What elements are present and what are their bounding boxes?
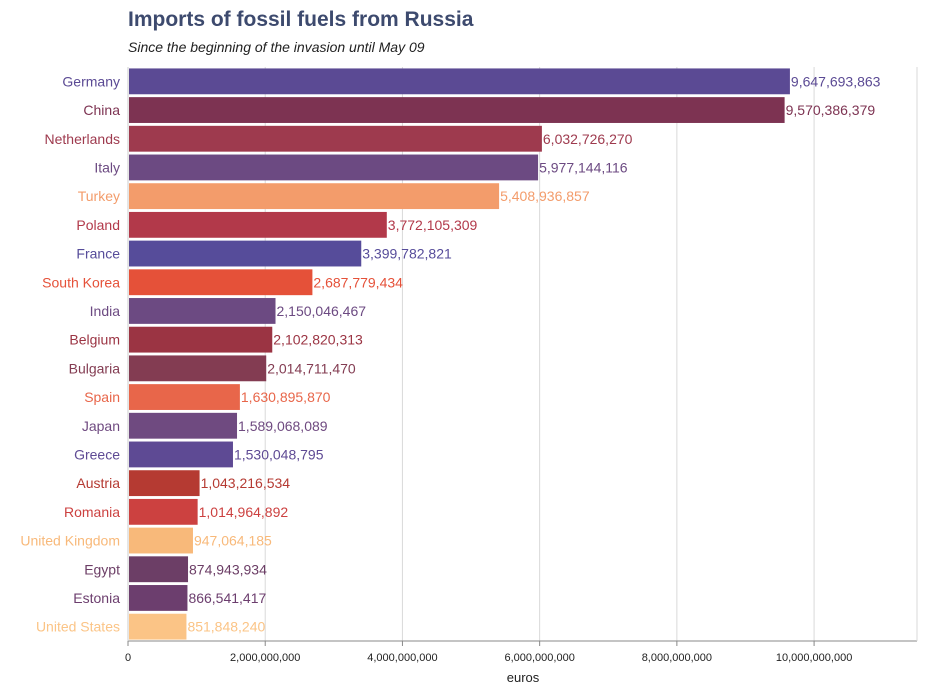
category-label-14: Austria: [76, 475, 120, 491]
bar-15: [129, 498, 198, 525]
bar-4: [129, 183, 500, 210]
bar-14: [129, 470, 200, 497]
x-axis-title: euros: [507, 670, 540, 685]
value-label-14: 1,043,216,534: [201, 475, 291, 491]
category-label-15: Romania: [64, 504, 120, 520]
value-label-19: 851,848,240: [187, 619, 265, 635]
bar-12: [129, 412, 238, 439]
labels: Germany 9,647,693,863 China 9,570,386,379 Ne…: [20, 73, 880, 634]
x-tick-label-2: 4,000,000,000: [367, 652, 437, 664]
bar-1: [129, 97, 785, 123]
category-label-5: Poland: [76, 217, 120, 233]
category-label-7: South Korea: [42, 274, 120, 290]
value-label-8: 2,150,046,467: [277, 303, 367, 319]
value-label-1: 9,570,386,379: [786, 102, 876, 118]
bar-8: [129, 298, 276, 324]
category-label-0: Germany: [62, 73, 120, 89]
bar-2: [129, 125, 542, 152]
bar-18: [129, 585, 188, 611]
category-label-9: Belgium: [69, 332, 120, 348]
category-label-18: Estonia: [73, 590, 120, 606]
value-label-2: 6,032,726,270: [543, 131, 633, 147]
bars: [129, 68, 790, 640]
category-label-4: Turkey: [78, 188, 120, 204]
value-label-18: 866,541,417: [188, 590, 266, 606]
bar-0: [129, 68, 790, 95]
bar-7: [129, 269, 313, 296]
category-label-8: India: [90, 303, 121, 319]
value-label-7: 2,687,779,434: [313, 274, 403, 290]
value-label-16: 947,064,185: [194, 533, 272, 549]
value-label-10: 2,014,711,470: [267, 360, 356, 376]
category-label-3: Italy: [94, 159, 120, 175]
grid-lines: [264, 67, 815, 641]
bar-16: [129, 527, 193, 554]
bar-10: [129, 355, 267, 382]
value-label-15: 1,014,964,892: [199, 504, 289, 520]
x-tick-label-1: 2,000,000,000: [230, 652, 300, 664]
value-label-17: 874,943,934: [189, 561, 267, 577]
category-label-10: Bulgaria: [69, 360, 121, 376]
value-label-5: 3,772,105,309: [388, 217, 478, 233]
bar-3: [129, 154, 539, 181]
category-label-16: United Kingdom: [20, 533, 120, 549]
value-label-3: 5,977,144,116: [539, 159, 628, 175]
x-tick-label-5: 10,000,000,000: [776, 652, 852, 664]
bar-13: [129, 441, 233, 468]
x-tick-label-4: 8,000,000,000: [642, 652, 712, 664]
category-label-1: China: [83, 102, 120, 118]
category-label-19: United States: [36, 619, 120, 635]
x-tick-label-0: 0: [125, 652, 131, 664]
chart-subtitle: Since the beginning of the invasion unti…: [128, 39, 425, 55]
value-label-0: 9,647,693,863: [791, 73, 881, 89]
category-label-12: Japan: [82, 418, 120, 434]
bar-9: [129, 326, 273, 353]
bar-17: [129, 556, 189, 583]
bar-19: [129, 613, 187, 640]
x-axis: 0 2,000,000,000 4,000,000,000 6,000,000,000…: [125, 67, 918, 664]
bar-6: [129, 240, 362, 267]
value-label-11: 1,630,895,870: [241, 389, 331, 405]
value-label-9: 2,102,820,313: [273, 332, 363, 348]
category-label-2: Netherlands: [45, 131, 121, 147]
bar-11: [129, 384, 240, 410]
bar-5: [129, 211, 387, 238]
category-label-13: Greece: [74, 446, 120, 462]
value-label-6: 3,399,782,821: [362, 246, 452, 262]
category-label-11: Spain: [84, 389, 120, 405]
category-label-17: Egypt: [84, 561, 120, 577]
category-label-6: France: [76, 246, 120, 262]
chart-title: Imports of fossil fuels from Russia: [128, 8, 474, 31]
value-label-13: 1,530,048,795: [234, 446, 324, 462]
value-label-4: 5,408,936,857: [500, 188, 590, 204]
x-tick-label-3: 6,000,000,000: [504, 652, 574, 664]
value-label-12: 1,589,068,089: [238, 418, 328, 434]
